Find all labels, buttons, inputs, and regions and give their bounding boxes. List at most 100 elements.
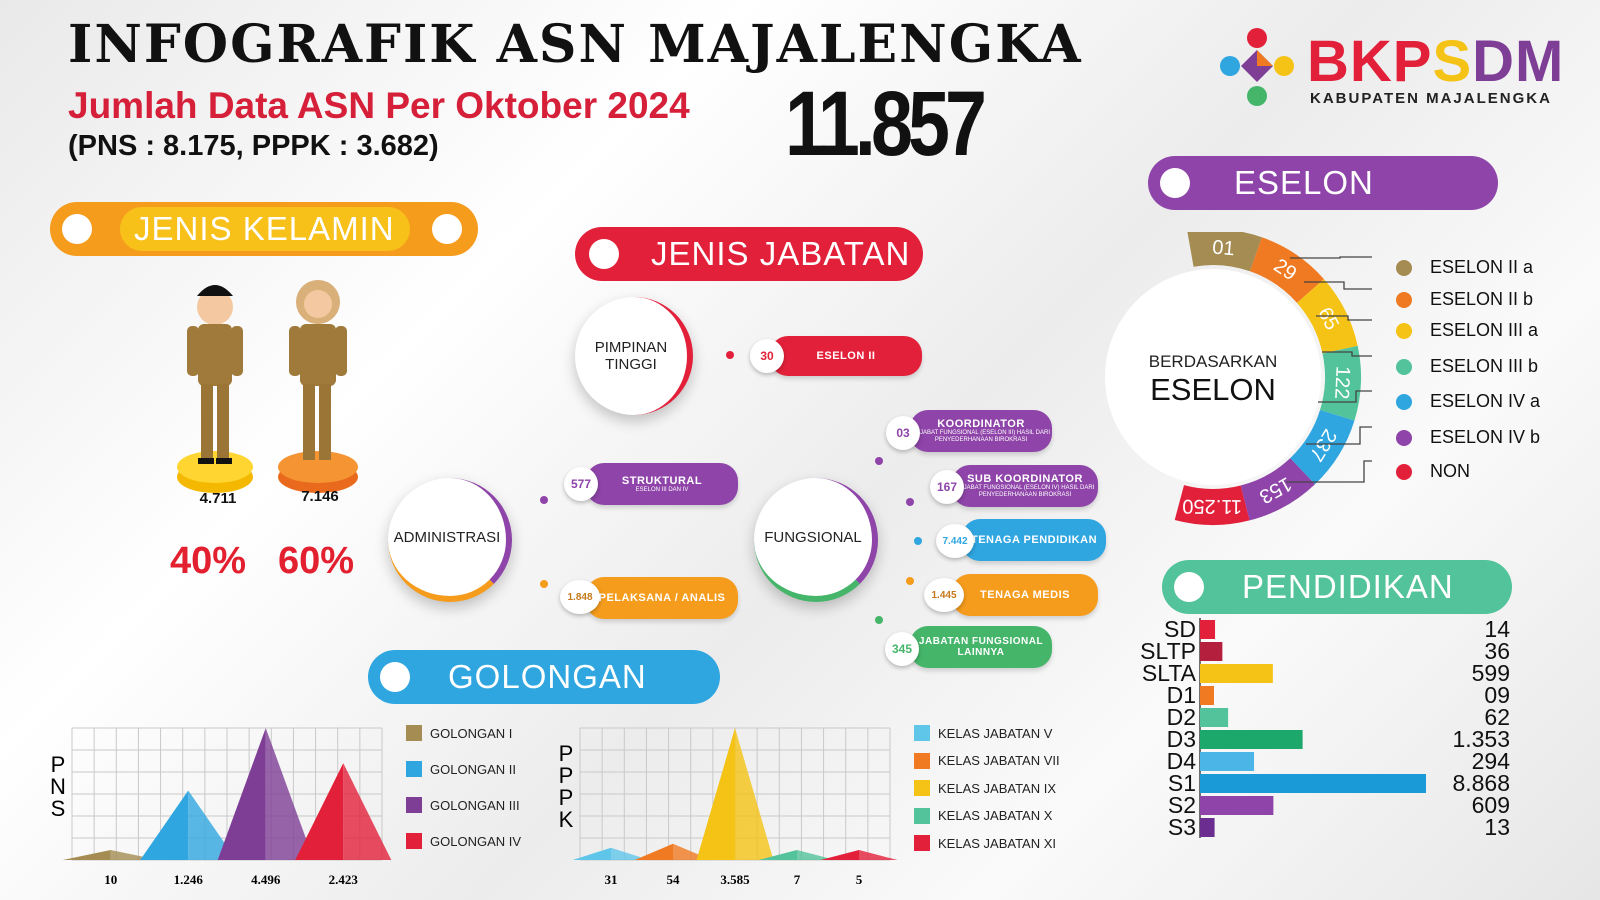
female-figure-icon <box>278 280 358 493</box>
legend-label: ESELON III b <box>1430 356 1539 376</box>
legend-dot-icon <box>1396 358 1412 375</box>
jf-lainnya-chip: JABATAN FUNGSIONAL LAINNYA <box>910 626 1052 668</box>
eselon-legend-item: ESELON II b <box>1396 289 1533 310</box>
legend-item: KELAS JABATAN XI <box>914 835 1056 851</box>
page-title: INFOGRAFIK ASN MAJALENGKA <box>68 14 1083 75</box>
edu-bar <box>1200 708 1229 727</box>
edu-value-label: 8.868 <box>1452 770 1510 796</box>
pns-golongan-chart: P N S 10 1.246 4.496 2.423 <box>50 727 392 887</box>
pelaksana-count: 1.848 <box>560 580 600 614</box>
gender-section-title: JENIS KELAMIN <box>134 210 395 247</box>
edu-value-label: 1.353 <box>1452 726 1510 752</box>
edu-value-label: 14 <box>1484 618 1510 642</box>
legend-swatch <box>914 807 930 824</box>
edu-bar <box>1200 774 1426 793</box>
connector-dot <box>875 616 883 624</box>
eselon-legend-item: ESELON III b <box>1396 356 1538 377</box>
chart-value-label: 1.246 <box>174 872 204 887</box>
eselon-ii-chip: ESELON II <box>770 336 922 376</box>
page-subtitle: Jumlah Data ASN Per Oktober 2024 <box>68 85 690 126</box>
pendidikan-bar-chart: SD 14 SLTP 36 SLTA 599 D1 09 D2 62 D3 1.353 D4 294 S1 8… <box>1140 618 1511 840</box>
pill-dot-icon <box>1174 572 1204 602</box>
chart-value-label: 3.585 <box>720 872 750 887</box>
jabatan-section-pill: JENIS JABATAN <box>575 227 923 281</box>
edu-category-label: D2 <box>1167 704 1196 730</box>
fungsional-label: FUNGSIONAL <box>764 528 862 546</box>
edu-value-label: 609 <box>1472 792 1510 818</box>
edu-value-label: 36 <box>1484 638 1510 664</box>
connector-dot <box>540 496 548 504</box>
chart-mark-left <box>62 850 111 860</box>
edu-category-label: SLTP <box>1140 638 1196 664</box>
struktural-chip: STRUKTURAL ESELON III DAN IV <box>586 463 738 505</box>
chart-mark-right <box>859 850 898 860</box>
legend-label: KELAS JABATAN VII <box>938 753 1060 768</box>
chart-mark-left <box>572 847 611 860</box>
male-percent: 40% <box>170 540 247 582</box>
connector-dot <box>726 351 734 359</box>
eselon-legend-item: NON <box>1396 461 1470 482</box>
chart-mark-left <box>295 763 344 860</box>
eselon-center-big: ESELON <box>1150 372 1276 407</box>
eselon-leader-line <box>1316 315 1372 321</box>
edu-category-label: S2 <box>1168 792 1196 818</box>
eselon-legend-item: ESELON IV a <box>1396 391 1540 412</box>
pendidikan-section-title: PENDIDIKAN <box>1242 568 1454 605</box>
legend-dot-icon <box>1396 429 1412 446</box>
legend-dot-icon <box>1396 259 1412 276</box>
legend-label: GOLONGAN II <box>430 761 516 777</box>
golongan-section-title: GOLONGAN <box>448 658 647 695</box>
bkpsdm-logo-icon <box>1220 28 1294 106</box>
eselon-legend-item: ESELON IV b <box>1396 427 1540 448</box>
legend-item: GOLONGAN IV <box>406 833 521 849</box>
edu-bar <box>1200 796 1274 815</box>
edu-category-label: S3 <box>1168 814 1196 840</box>
edu-category-label: SLTA <box>1142 660 1197 686</box>
chart-value-label: 2.423 <box>329 872 359 887</box>
eselon-ii-count: 30 <box>750 339 784 373</box>
eselon-section-title: ESELON <box>1234 164 1374 201</box>
legend-label: GOLONGAN IV <box>430 833 522 849</box>
chart-value-label: 54 <box>667 872 681 887</box>
pendidikan-section-pill: PENDIDIKAN <box>1162 560 1512 614</box>
chart-mark-left <box>820 850 859 860</box>
fungsional-circle: FUNGSIONAL <box>754 478 878 602</box>
chart-mark-right <box>611 847 650 860</box>
eselon-leader-line <box>1318 390 1372 403</box>
pill-dot-icon <box>589 239 619 269</box>
legend-label: KELAS JABATAN IX <box>938 780 1057 796</box>
connector-dot <box>540 580 548 588</box>
legend-label: ESELON III a <box>1430 320 1539 340</box>
golongan-section-pill: GOLONGAN <box>368 650 720 704</box>
chart-mark-left <box>140 790 189 860</box>
edu-category-label: SD <box>1164 618 1196 642</box>
female-count: 7.146 <box>301 488 339 505</box>
legend-label: ESELON IV b <box>1430 427 1541 447</box>
legend-swatch <box>406 725 422 741</box>
edu-category-label: D1 <box>1167 682 1196 708</box>
pill-dot-icon <box>380 662 410 692</box>
chart-value-label: 7 <box>794 872 801 887</box>
edu-value-label: 294 <box>1472 748 1511 774</box>
eselon-center-disc <box>1105 269 1321 485</box>
edu-bar <box>1200 752 1255 771</box>
eselon-leader-line <box>1304 281 1372 290</box>
legend-dot-icon <box>1396 291 1412 308</box>
eselon-legend-item: ESELON III a <box>1396 320 1538 341</box>
legend-label: ESELON II b <box>1430 289 1534 309</box>
legend-label: KELAS JABATAN V <box>938 725 1053 741</box>
legend-swatch <box>914 752 930 769</box>
sub-koordinator-count: 167 <box>930 470 964 504</box>
connector-dot <box>875 457 883 465</box>
edu-value-label: 599 <box>1472 660 1510 686</box>
edu-category-label: D3 <box>1167 726 1196 752</box>
legend-swatch <box>406 797 422 813</box>
legend-swatch <box>914 725 930 741</box>
gender-section-pill: JENIS KELAMIN <box>50 202 478 256</box>
legend-swatch <box>914 835 930 851</box>
edu-value-label: 62 <box>1484 704 1510 730</box>
eselon-center-small: BERDASARKAN <box>1148 352 1278 371</box>
female-percent: 60% <box>278 540 355 582</box>
